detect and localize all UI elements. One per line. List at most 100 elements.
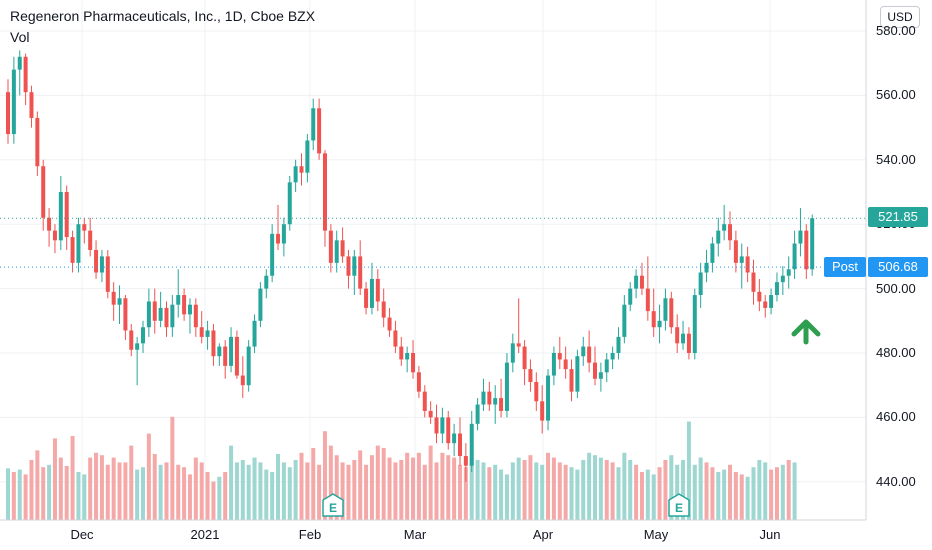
volume-bar xyxy=(487,467,492,520)
y-tick-label: 460.00 xyxy=(876,409,916,425)
candle-body xyxy=(698,272,703,296)
volume-bar xyxy=(639,472,644,520)
volume-bar xyxy=(199,462,204,520)
volume-bar xyxy=(164,462,169,520)
candle-body xyxy=(94,249,99,273)
candle-body xyxy=(469,423,474,466)
candle-body xyxy=(358,256,363,289)
volume-bar xyxy=(728,464,733,520)
candle-body xyxy=(99,256,104,273)
volume-bar xyxy=(364,464,369,520)
candle-body xyxy=(82,224,87,231)
volume-bar xyxy=(733,472,738,520)
candle-body xyxy=(546,375,551,421)
candle-body xyxy=(176,295,181,305)
volume-bar xyxy=(23,474,28,520)
volume-bar xyxy=(681,460,686,520)
candle-body xyxy=(293,166,298,183)
candle-body xyxy=(510,343,515,363)
volume-bar xyxy=(546,452,551,520)
candle-body xyxy=(58,192,63,241)
candle-body xyxy=(6,92,10,135)
candle-body xyxy=(434,417,439,434)
candle-body xyxy=(475,404,480,424)
volume-bar xyxy=(111,457,116,520)
volume-bar xyxy=(369,455,374,520)
candle-body xyxy=(199,327,204,337)
volume-bar xyxy=(58,457,63,520)
volume-bar xyxy=(29,460,34,520)
candle-body xyxy=(663,298,668,321)
candle-body xyxy=(129,330,134,350)
volume-bar xyxy=(270,472,275,520)
chart-grid xyxy=(0,0,866,520)
candle-body xyxy=(193,304,198,328)
volume-bar xyxy=(610,462,615,520)
candle-body xyxy=(17,56,22,70)
volume-bar xyxy=(70,436,75,520)
candle-body xyxy=(270,233,275,276)
currency-button[interactable]: USD xyxy=(880,6,920,28)
volume-bar xyxy=(411,457,416,520)
candle-body xyxy=(276,233,281,244)
volume-bar xyxy=(669,455,674,520)
x-tick-label: Jun xyxy=(759,527,781,542)
candle-body xyxy=(645,288,650,312)
volume-bar xyxy=(745,476,750,520)
volume-bar xyxy=(452,457,457,520)
volume-bar xyxy=(463,467,468,520)
volume-bar xyxy=(211,481,216,520)
volume-bar xyxy=(88,457,93,520)
candle-body xyxy=(575,356,580,392)
candle-body xyxy=(457,433,462,457)
volume-bar xyxy=(598,457,603,520)
candle-body xyxy=(381,301,386,318)
candle-body xyxy=(610,353,615,360)
candle-body xyxy=(41,166,46,218)
candle-body xyxy=(452,433,457,444)
volume-bar xyxy=(581,460,586,520)
candle-body xyxy=(170,304,175,328)
candle-body xyxy=(493,398,498,405)
candle-body xyxy=(728,224,733,241)
candle-body xyxy=(135,343,140,350)
volume-bar xyxy=(246,464,251,520)
candle-body xyxy=(534,381,539,402)
candle-body xyxy=(634,275,639,289)
candle-body xyxy=(246,346,251,386)
candle-body xyxy=(499,398,504,411)
volume-bar xyxy=(716,472,721,520)
volume-bar xyxy=(710,467,715,520)
candle-body xyxy=(622,304,627,337)
volume-bar xyxy=(704,462,709,520)
candle-body xyxy=(240,375,245,386)
candlesticks xyxy=(6,50,815,482)
chart-title: Regeneron Pharmaceuticals, Inc., 1D, Cbo… xyxy=(10,8,316,24)
candle-body xyxy=(152,301,157,321)
volume-bar xyxy=(158,464,163,520)
volume-bar xyxy=(522,460,527,520)
y-tick-label: 580.00 xyxy=(876,23,916,38)
volume-bar xyxy=(434,462,439,520)
volume-bar xyxy=(416,452,421,520)
volume-bar xyxy=(41,467,46,520)
volume-bar xyxy=(534,462,539,520)
volume-bar xyxy=(446,455,451,520)
candle-body xyxy=(422,391,427,411)
candle-body xyxy=(346,256,351,276)
candle-body xyxy=(223,346,228,366)
candle-body xyxy=(164,307,169,328)
volume-bar xyxy=(76,472,81,520)
volume-bar xyxy=(264,469,269,520)
volume-bar xyxy=(692,464,697,520)
x-tick-label: Mar xyxy=(403,527,427,542)
candle-body xyxy=(710,243,715,263)
volume-bar xyxy=(528,455,533,520)
candle-body xyxy=(798,230,803,244)
earnings-marker: E xyxy=(322,493,344,517)
candle-body xyxy=(428,410,433,418)
candle-body xyxy=(416,372,421,392)
volume-bar xyxy=(305,462,310,520)
